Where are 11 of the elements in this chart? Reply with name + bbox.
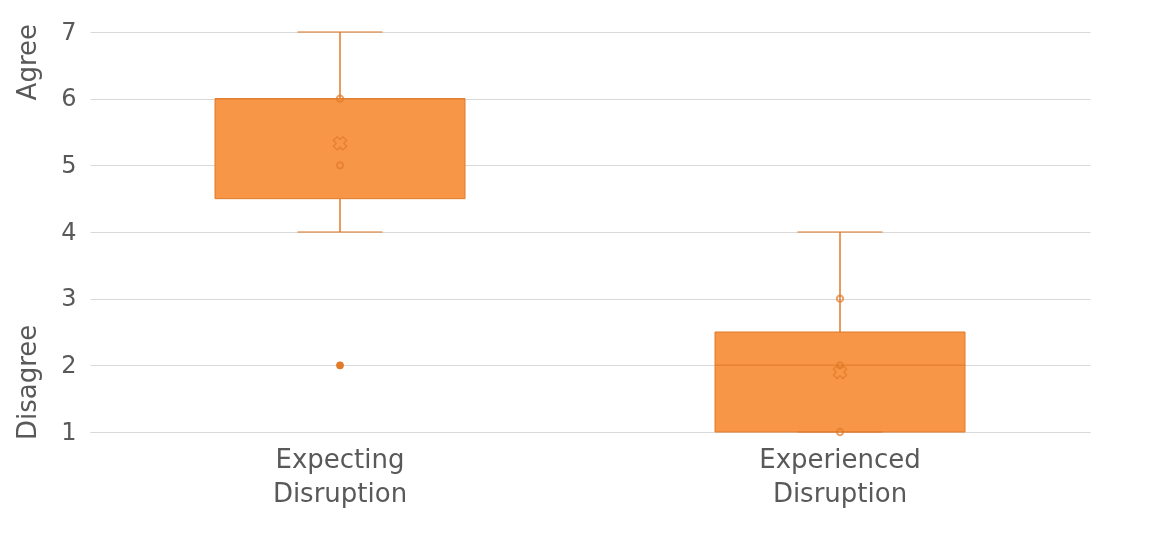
x-tick-label: Experienced Disruption [759, 443, 921, 508]
y-tick-label: 4 [61, 217, 77, 246]
y-tick-label: 6 [61, 84, 77, 113]
y-tick-label: 7 [61, 17, 77, 46]
text: Disagree [12, 324, 42, 440]
y-tick-label: 1 [61, 417, 77, 446]
x-tick-label: Expecting Disruption [272, 443, 408, 508]
text: Agree [12, 24, 42, 101]
y-tick-label: 3 [61, 284, 77, 313]
y-tick-label: 2 [61, 350, 77, 379]
y-tick-label: 5 [61, 150, 77, 179]
